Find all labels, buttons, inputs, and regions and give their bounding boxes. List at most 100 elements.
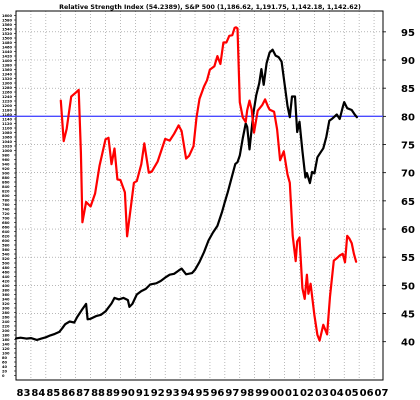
left-tick-label: 460: [2, 270, 10, 274]
x-tick-label: 85: [46, 388, 60, 399]
x-tick-label: 90: [121, 388, 135, 399]
right-tick-label: 85: [401, 84, 415, 95]
left-tick-label: 420: [2, 279, 10, 283]
x-tick-label: 98: [240, 388, 254, 399]
left-tick-label: 520: [2, 257, 10, 261]
left-tick-label: 40: [2, 365, 8, 369]
x-tick-label: 97: [225, 388, 239, 399]
left-tick-label: 1380: [2, 63, 13, 67]
left-tick-label: 940: [2, 162, 10, 166]
left-tick-label: 660: [2, 225, 10, 229]
left-tick-label: 120: [2, 347, 10, 351]
left-tick-label: 1300: [2, 81, 13, 85]
right-tick-label: 50: [401, 281, 415, 292]
x-tick-label: 02: [300, 388, 314, 399]
left-tick-label: 340: [2, 297, 10, 301]
x-tick-label: 00: [270, 388, 284, 399]
left-tick-label: 1180: [2, 108, 13, 112]
x-tick-label: 94: [181, 388, 195, 399]
left-tick-label: 1020: [2, 144, 13, 148]
left-tick-label: 300: [2, 306, 10, 310]
left-tick-label: 1280: [2, 86, 13, 90]
axis-ticks: 0204060801001201401601802002202402602803…: [2, 14, 415, 399]
left-tick-label: 160: [2, 338, 10, 342]
left-tick-label: 1100: [2, 126, 13, 130]
left-tick-label: 440: [2, 275, 10, 279]
right-tick-label: 65: [401, 197, 415, 208]
relative-strength-line: [59, 26, 358, 342]
left-tick-label: 1600: [2, 14, 13, 18]
left-tick-label: 140: [2, 342, 10, 346]
x-tick-label: 96: [210, 388, 224, 399]
left-tick-label: 600: [2, 239, 10, 243]
chart-title: Relative Strength Index (54.2389), S&P 5…: [59, 4, 361, 11]
left-tick-label: 1540: [2, 27, 13, 31]
right-tick-label: 45: [401, 310, 415, 321]
x-tick-label: 88: [91, 388, 105, 399]
left-tick-label: 980: [2, 153, 10, 157]
x-tick-label: 86: [61, 388, 75, 399]
left-tick-label: 760: [2, 203, 10, 207]
left-tick-label: 1580: [2, 18, 13, 22]
left-tick-label: 1120: [2, 122, 13, 126]
left-tick-label: 900: [2, 171, 10, 175]
x-tick-label: 01: [285, 388, 299, 399]
right-tick-label: 80: [401, 112, 415, 123]
left-tick-label: 560: [2, 248, 10, 252]
left-tick-label: 740: [2, 207, 10, 211]
left-tick-label: 240: [2, 320, 10, 324]
right-tick-label: 95: [401, 28, 415, 39]
left-tick-label: 1400: [2, 59, 13, 63]
left-tick-label: 220: [2, 324, 10, 328]
left-tick-label: 1520: [2, 32, 13, 36]
left-tick-label: 280: [2, 311, 10, 315]
left-tick-label: 620: [2, 234, 10, 238]
left-tick-label: 1160: [2, 113, 13, 117]
left-tick-label: 700: [2, 216, 10, 220]
left-tick-label: 1040: [2, 140, 13, 144]
x-tick-label: 06: [360, 388, 374, 399]
left-tick-label: 80: [2, 356, 8, 360]
left-tick-label: 1480: [2, 41, 13, 45]
left-tick-label: 360: [2, 293, 10, 297]
left-tick-label: 800: [2, 194, 10, 198]
left-tick-label: 1420: [2, 54, 13, 58]
left-tick-label: 500: [2, 261, 10, 265]
right-tick-label: 60: [401, 225, 415, 236]
left-tick-label: 540: [2, 252, 10, 256]
left-tick-label: 580: [2, 243, 10, 247]
left-tick-label: 860: [2, 180, 10, 184]
left-tick-label: 1320: [2, 77, 13, 81]
x-tick-label: 83: [16, 388, 30, 399]
left-tick-label: 960: [2, 158, 10, 162]
left-tick-label: 200: [2, 329, 10, 333]
series-lines: [0, 26, 383, 342]
left-tick-label: 480: [2, 266, 10, 270]
left-tick-label: 680: [2, 221, 10, 225]
right-tick-label: 70: [401, 169, 415, 180]
left-tick-label: 720: [2, 212, 10, 216]
left-tick-label: 60: [2, 360, 8, 364]
left-tick-label: 780: [2, 198, 10, 202]
left-tick-label: 920: [2, 167, 10, 171]
left-tick-label: 1220: [2, 99, 13, 103]
x-tick-label: 95: [196, 388, 210, 399]
left-tick-label: 260: [2, 315, 10, 319]
left-tick-label: 1440: [2, 50, 13, 54]
left-tick-label: 1500: [2, 36, 13, 40]
x-tick-label: 93: [166, 388, 180, 399]
left-tick-label: 1460: [2, 45, 13, 49]
left-tick-label: 400: [2, 284, 10, 288]
left-tick-label: 1200: [2, 104, 13, 108]
left-tick-label: 1340: [2, 72, 13, 76]
left-tick-label: 1560: [2, 23, 13, 27]
x-tick-label: 03: [315, 388, 329, 399]
right-tick-label: 55: [401, 253, 415, 264]
left-tick-label: 0: [2, 374, 5, 378]
x-tick-label: 91: [136, 388, 150, 399]
x-tick-label: 07: [375, 388, 389, 399]
x-tick-label: 89: [106, 388, 120, 399]
x-tick-label: 84: [31, 388, 45, 399]
left-tick-label: 320: [2, 302, 10, 306]
